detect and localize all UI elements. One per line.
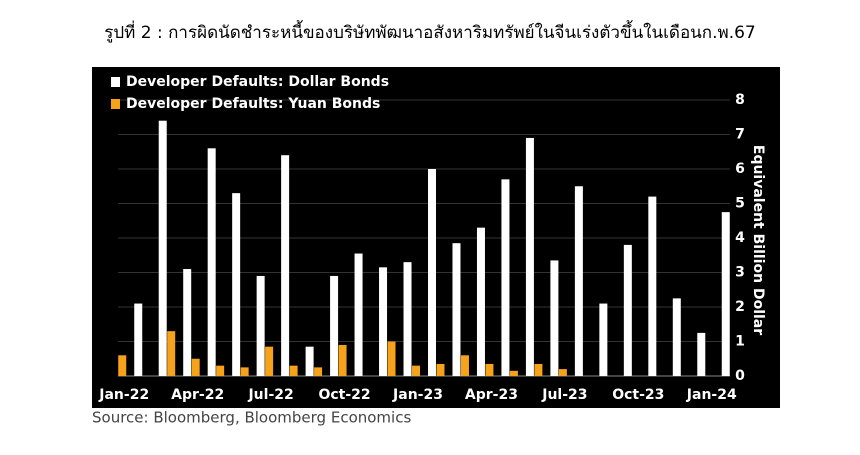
bar: [648, 196, 657, 376]
bar: [134, 303, 143, 376]
x-tick-label: Jul-22: [247, 387, 293, 403]
bar: [330, 275, 339, 376]
bar: [167, 331, 176, 376]
bar: [183, 269, 192, 376]
bar: [623, 244, 632, 376]
legend-swatch: [111, 99, 120, 109]
bar: [338, 344, 347, 376]
x-tick-label: Jan-24: [686, 387, 737, 403]
bar: [256, 275, 265, 376]
source: Source: Bloomberg, Bloomberg Economics: [92, 409, 411, 427]
bar: [314, 367, 323, 376]
x-tick-label: Jul-23: [541, 387, 587, 403]
legend-label: Developer Defaults: Dollar Bonds: [126, 74, 389, 90]
bar: [672, 298, 681, 376]
legend-swatch: [111, 77, 120, 87]
y-tick-label: 8: [735, 92, 745, 108]
y-tick-label: 5: [735, 196, 745, 212]
y-tick-label: 1: [735, 334, 745, 350]
bar: [476, 227, 485, 376]
x-tick-label: Jan-22: [98, 387, 149, 403]
bar: [191, 358, 200, 376]
bar: [387, 341, 396, 376]
bar: [534, 363, 543, 376]
bar: [697, 332, 706, 376]
x-tick-label: Jan-23: [392, 387, 443, 403]
bar: [118, 355, 127, 376]
bar: [158, 120, 167, 376]
bar: [412, 365, 420, 376]
bar: [281, 155, 290, 376]
legend-label: Developer Defaults: Yuan Bonds: [126, 96, 380, 112]
bar: [452, 243, 461, 376]
bar: [525, 137, 534, 376]
bar: [379, 267, 388, 376]
bar: [558, 369, 567, 376]
bar: [599, 303, 608, 376]
bar: [403, 262, 412, 376]
y-tick-label: 3: [735, 265, 745, 281]
bar: [721, 212, 730, 376]
bar: [265, 346, 274, 376]
x-tick-label: Oct-22: [318, 387, 370, 403]
bar: [232, 193, 241, 376]
bar: [574, 186, 583, 376]
x-tick-label: Apr-23: [465, 387, 518, 403]
y-tick-label: 4: [735, 230, 745, 246]
bar: [428, 169, 436, 376]
bar: [207, 148, 216, 376]
y-tick-label: 0: [735, 368, 745, 384]
bar: [550, 260, 559, 376]
bar: [240, 367, 249, 376]
bar: [354, 253, 363, 376]
chart-title: รูปที่ 2 : การผิดนัดชำระหนี้ของบริษัทพัฒ…: [104, 20, 755, 43]
bar: [305, 346, 314, 376]
x-tick-label: Oct-23: [612, 387, 664, 403]
y-tick-label: 7: [735, 127, 745, 143]
bar: [436, 363, 445, 376]
bar: [460, 355, 469, 376]
bar: [485, 363, 494, 376]
y-tick-label: 6: [735, 161, 745, 177]
bar: [501, 179, 510, 376]
bar: [289, 365, 298, 376]
y-tick-label: 2: [735, 299, 745, 315]
bar: [216, 365, 225, 376]
bar: [509, 370, 518, 376]
y-axis-title: Equivalent Billion Dollar: [750, 145, 766, 335]
x-tick-label: Apr-22: [171, 387, 224, 403]
